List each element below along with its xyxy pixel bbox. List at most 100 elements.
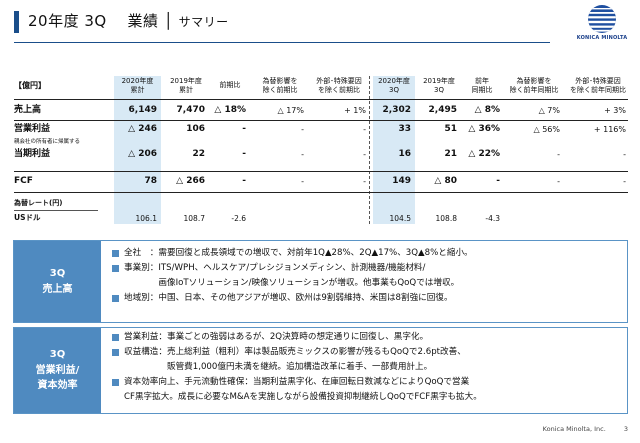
col-header: 2019年度 3Q <box>423 77 455 94</box>
table-cell: - <box>496 176 500 186</box>
table-cell: △ 246 <box>128 124 157 134</box>
title-underline <box>14 42 550 43</box>
bullet-square-icon <box>112 349 119 356</box>
slide-header: 20年度 3Q 業績 │ サマリー KONICA MINOLTA <box>0 0 640 44</box>
table-cell: △ 80 <box>434 176 457 186</box>
col-header: 外部･特殊要因 を除く前期比 <box>316 77 362 94</box>
title-accent-bar <box>14 11 19 33</box>
fx-rule <box>14 210 98 211</box>
table-cell: - <box>557 177 560 186</box>
col-header: 前年 同期比 <box>471 77 493 94</box>
table-cell: - <box>301 125 304 134</box>
highlight-col-2020-3q <box>373 76 415 224</box>
row-rule <box>14 120 628 121</box>
title-main: 20年度 3Q 業績 <box>28 12 159 30</box>
table-cell: △ 17% <box>277 106 304 115</box>
title-sub: サマリー <box>178 15 229 29</box>
list-item: 地域別：中国、日本、その他アジアが増収、欧州は9割弱維持、米国は8割強に回復。 <box>110 291 623 306</box>
table-cell: - <box>623 177 626 186</box>
table-cell: - <box>363 177 366 186</box>
table-cell: 7,470 <box>176 105 205 115</box>
table-cell: 51 <box>444 124 457 134</box>
table-cell: 106 <box>186 124 205 134</box>
bullet-square-icon <box>112 295 119 302</box>
table-cell: 21 <box>444 149 457 159</box>
table-cell: - <box>623 150 626 159</box>
list-item-continuation: CF黒字拡大。成長に必要なM&Aを実施しながら設備投資抑制継続しQoQでFCF黒… <box>124 392 482 402</box>
table-cell: + 116% <box>593 125 626 134</box>
unit-label: 【億円】 <box>14 81 46 90</box>
table-cell: - <box>242 124 246 134</box>
table-cell: 149 <box>392 176 411 186</box>
bullet-square-icon <box>112 250 119 257</box>
list-item: 収益構造：売上総利益（粗利）率は製品販売ミックスの影響が残るもQoQで2.6pt… <box>110 345 623 360</box>
table-cell: 6,149 <box>128 105 157 115</box>
col-header: 2020年度 累計 <box>121 77 154 94</box>
row-label-sales: 売上高 <box>14 105 42 115</box>
globe-logo-icon <box>588 5 616 33</box>
table-cell: 2,495 <box>428 105 457 115</box>
list-item-continuation: 画像IoTソリューション/映像ソリューションが増収。他事業もQoQでは増収。 <box>124 278 460 288</box>
footer-company: Konica Minolta, Inc. <box>542 425 606 433</box>
table-cell: △ 18% <box>214 105 246 115</box>
table-cell: △ 22% <box>468 149 500 159</box>
table-cell: 108.8 <box>435 214 457 223</box>
table-cell: 22 <box>192 149 205 159</box>
table-cell: 108.7 <box>183 214 205 223</box>
row-rule <box>14 192 628 193</box>
col-header: 為替影響を 除く前期比 <box>262 77 298 94</box>
table-cell: △ 206 <box>128 149 157 159</box>
table-cell: - <box>557 150 560 159</box>
page-number: 3 <box>623 425 628 433</box>
table-cell: - <box>301 150 304 159</box>
list-item: 事業別：ITS/WPH、ヘルスケア/プレシジョンメディシン、計測機器/機能材料/ <box>110 261 623 276</box>
table-cell: -4.3 <box>485 214 500 223</box>
summary-label-profit: 3Q 営業利益/ 資本効率 <box>14 328 101 413</box>
table-cell: 16 <box>398 149 411 159</box>
table-cell: + 1% <box>344 106 366 115</box>
list-item: 全社 ：需要回復と成長領域での増収で、対前年1Q▲28%、2Q▲17%、3Q▲8… <box>110 246 623 261</box>
table-cell: △ 266 <box>176 176 205 186</box>
fx-rate-header: 為替レート(円) <box>14 199 63 207</box>
table-cell: 33 <box>398 124 411 134</box>
table-cell: 78 <box>144 176 157 186</box>
row-label-fcf: FCF <box>14 176 33 186</box>
summary-box-profit: 3Q 営業利益/ 資本効率 営業利益：事業ごとの強弱はあるが、2Q決算時の想定通… <box>13 327 628 414</box>
row-rule <box>14 171 628 172</box>
summary-box-sales: 3Q 売上高 全社 ：需要回復と成長領域での増収で、対前年1Q▲28%、2Q▲1… <box>13 240 628 323</box>
list-item-continuation: 販管費1,000億円未満を継続。追加構造改革に着手、一部費用計上。 <box>124 362 433 372</box>
table-cell: + 3% <box>604 106 626 115</box>
bullet-square-icon <box>112 379 119 386</box>
row-label-operating-profit: 営業利益 <box>14 124 51 134</box>
row-label-net-income: 当期利益 <box>14 149 51 159</box>
table-cell: 104.5 <box>389 214 411 223</box>
col-header: 2019年度 累計 <box>170 77 202 94</box>
table-cell: - <box>242 149 246 159</box>
col-header: 前期比 <box>219 81 241 89</box>
table-cell: △ 36% <box>468 124 500 134</box>
row-sublabel-net-income: 親会社の所有者に帰属する <box>14 139 81 145</box>
table-cell: △ 56% <box>533 125 560 134</box>
list-item: 資本効率向上、手元流動性確保：当期利益黒字化、在庫回転日数減などによりQoQで営… <box>110 375 623 390</box>
col-header: 2020年度 3Q <box>378 77 410 94</box>
col-header: 外部･特殊要因 を除く前年同期比 <box>570 77 626 94</box>
header-rule <box>14 99 628 100</box>
table-cell: △ 7% <box>538 106 560 115</box>
logo-wordmark: KONICA MINOLTA <box>576 35 628 41</box>
table-cell: 2,302 <box>382 105 411 115</box>
table-cell: △ 8% <box>474 105 500 115</box>
summary-label-sales: 3Q 売上高 <box>14 241 101 322</box>
bullet-square-icon <box>112 265 119 272</box>
table-cell: - <box>242 176 246 186</box>
table-cell: - <box>301 177 304 186</box>
bullet-square-icon <box>112 334 119 341</box>
slide-footer: Konica Minolta, Inc. 3 <box>543 425 628 433</box>
konica-minolta-logo: KONICA MINOLTA <box>572 4 632 46</box>
col-header: 為替影響を 除く前年同期比 <box>509 77 559 94</box>
table-cell: - <box>363 125 366 134</box>
table-cell: -2.6 <box>231 214 246 223</box>
row-label-usd: USドル <box>14 213 41 222</box>
column-group-divider <box>369 76 370 224</box>
table-cell: 106.1 <box>135 214 157 223</box>
highlight-col-2020-cumulative <box>114 76 161 224</box>
